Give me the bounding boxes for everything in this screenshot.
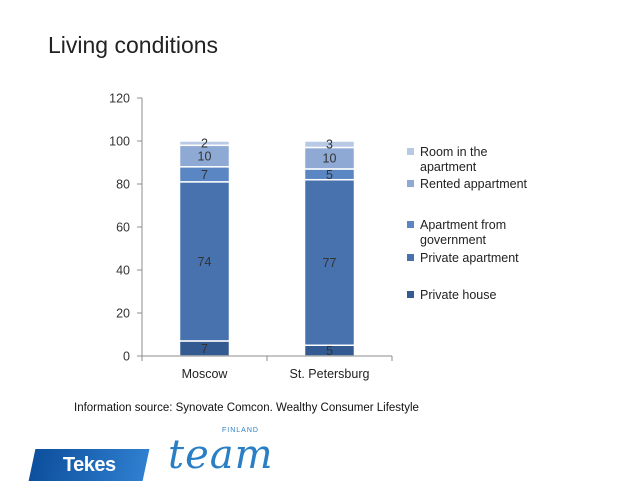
data-label: 3 xyxy=(326,138,333,152)
legend-label: apartment xyxy=(420,160,477,174)
y-tick-label: 80 xyxy=(116,178,130,192)
legend-swatch xyxy=(407,148,414,155)
tekes-logo: Tekes xyxy=(28,449,150,481)
legend-swatch xyxy=(407,291,414,298)
source-note: Information source: Synovate Comcon. Wea… xyxy=(74,402,419,414)
tekes-logo-text: Tekes xyxy=(62,453,116,476)
y-axis: 0 20 40 60 80 100 120 xyxy=(109,92,143,364)
bar-segment xyxy=(178,140,231,147)
data-label: 5 xyxy=(326,168,333,182)
y-tick-label: 0 xyxy=(123,350,130,364)
legend-swatch xyxy=(407,254,414,261)
legend-swatch xyxy=(407,221,414,228)
legend-label: Rented appartment xyxy=(420,177,528,191)
y-tick-label: 40 xyxy=(116,264,130,278)
x-category-label: Moscow xyxy=(182,367,229,381)
x-category-label: St. Petersburg xyxy=(290,367,370,381)
legend-label: Private house xyxy=(420,288,496,302)
data-label: 77 xyxy=(323,256,337,270)
data-label: 7 xyxy=(201,342,208,356)
legend-label: Apartment from xyxy=(420,218,506,232)
data-label: 10 xyxy=(198,150,212,164)
y-tick-label: 120 xyxy=(109,92,130,106)
bar-segment xyxy=(303,178,356,346)
y-tick-label: 60 xyxy=(116,221,130,235)
data-label: 7 xyxy=(201,168,208,182)
data-label: 2 xyxy=(201,137,208,151)
legend-swatch xyxy=(407,180,414,187)
team-wordmark: team xyxy=(168,432,274,478)
data-label: 5 xyxy=(326,344,333,358)
y-tick-label: 20 xyxy=(116,307,130,321)
legend-label: Private apartment xyxy=(420,251,519,265)
y-tick-label: 100 xyxy=(109,135,130,149)
finland-label: FINLAND xyxy=(222,427,259,434)
legend-label: Room in the xyxy=(420,145,487,159)
bar-segment xyxy=(303,140,356,149)
data-label: 10 xyxy=(323,152,337,166)
legend-label: government xyxy=(420,233,487,247)
bar-segment xyxy=(178,181,231,342)
data-label: 74 xyxy=(198,255,212,269)
x-axis: Moscow St. Petersburg xyxy=(141,355,393,381)
slide-title: Living conditions xyxy=(48,32,219,58)
